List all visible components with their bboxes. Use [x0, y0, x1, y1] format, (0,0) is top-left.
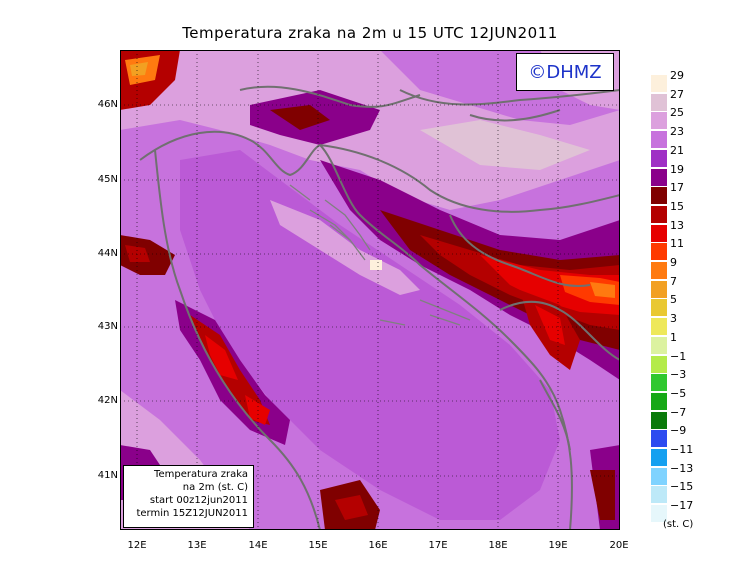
- legend-swatch: [651, 411, 667, 429]
- legend-label: −7: [670, 405, 687, 419]
- legend-swatch: [651, 243, 667, 261]
- lat-label-44n: 44N: [97, 248, 118, 259]
- legend-label: 19: [670, 162, 684, 176]
- legend-label: 21: [670, 143, 684, 157]
- legend-swatch: [651, 374, 667, 392]
- legend-label: 29: [670, 69, 684, 82]
- legend-swatch: [651, 355, 667, 373]
- legend-swatch: [651, 430, 667, 448]
- lon-label-13e: 13E: [187, 540, 207, 551]
- lat-label-43n: 43N: [97, 321, 118, 332]
- legend-swatch: [651, 224, 667, 242]
- legend-swatch: [651, 392, 667, 410]
- legend-label: 15: [670, 199, 684, 213]
- lon-label-17e: 17E: [428, 540, 448, 551]
- map-title: Temperatura zraka na 2m u 15 UTC 12JUN20…: [182, 24, 558, 42]
- lon-label-20e: 20E: [609, 540, 629, 551]
- legend-label: −17: [670, 499, 694, 513]
- legend-swatch: [651, 505, 667, 523]
- legend-label: −11: [670, 443, 694, 456]
- lon-label-14e: 14E: [248, 540, 268, 551]
- legend-label: 17: [670, 181, 684, 195]
- legend-label: 11: [670, 237, 684, 251]
- legend-label: 5: [670, 293, 677, 307]
- legend-label: 13: [670, 218, 684, 232]
- legend-swatch: [651, 149, 667, 167]
- legend-swatch: [651, 262, 667, 279]
- legend-label: 3: [670, 312, 677, 326]
- legend-swatch: [651, 205, 667, 223]
- legend-label: 25: [670, 106, 684, 120]
- info-line-4: termin 15Z12JUN2011: [136, 508, 248, 519]
- dhmz-logo: ©DHMZ: [516, 53, 614, 91]
- legend-swatch: [651, 486, 667, 504]
- lat-label-42n: 42N: [97, 395, 118, 406]
- legend-swatch: [651, 299, 667, 317]
- legend-label: −9: [670, 424, 687, 438]
- legend-swatch: [651, 336, 667, 354]
- legend-label: −15: [670, 480, 694, 494]
- legend-swatch: [651, 318, 667, 336]
- legend-swatch: [651, 112, 667, 130]
- legend-label: −3: [670, 368, 687, 382]
- lat-label-45n: 45N: [97, 174, 118, 185]
- legend-swatch: [651, 75, 667, 92]
- legend-swatch: [651, 93, 667, 111]
- lon-label-16e: 16E: [368, 540, 388, 551]
- legend-label: 9: [670, 256, 677, 269]
- legend-label: 7: [670, 274, 677, 288]
- info-box: Temperatura zraka na 2m (st. C) start 00…: [123, 465, 254, 528]
- lon-label-19e: 19E: [548, 540, 568, 551]
- lon-label-12e: 12E: [127, 540, 147, 551]
- legend-swatch: [651, 168, 667, 186]
- legend-swatch: [651, 467, 667, 485]
- legend-unit: (st. C): [663, 519, 694, 530]
- lon-label-15e: 15E: [308, 540, 328, 551]
- info-line-1: Temperatura zraka: [154, 469, 248, 480]
- legend-swatch: [651, 280, 667, 298]
- info-line-3: start 00z12jun2011: [149, 495, 248, 506]
- lon-label-18e: 18E: [488, 540, 508, 551]
- legend-label: 27: [670, 87, 684, 101]
- lat-label-41n: 41N: [97, 470, 118, 481]
- info-line-2: na 2m (st. C): [182, 482, 248, 493]
- lat-label-46n: 46N: [97, 99, 118, 110]
- legend-label: −1: [670, 349, 687, 363]
- legend-swatch: [651, 449, 667, 466]
- legend-swatch: [651, 131, 667, 149]
- legend-label: −13: [670, 461, 694, 475]
- legend-label: 1: [670, 330, 677, 344]
- legend-label: 23: [670, 125, 684, 139]
- legend-label: −5: [670, 386, 687, 400]
- legend-swatch: [651, 187, 667, 205]
- temperature-map: [120, 50, 620, 530]
